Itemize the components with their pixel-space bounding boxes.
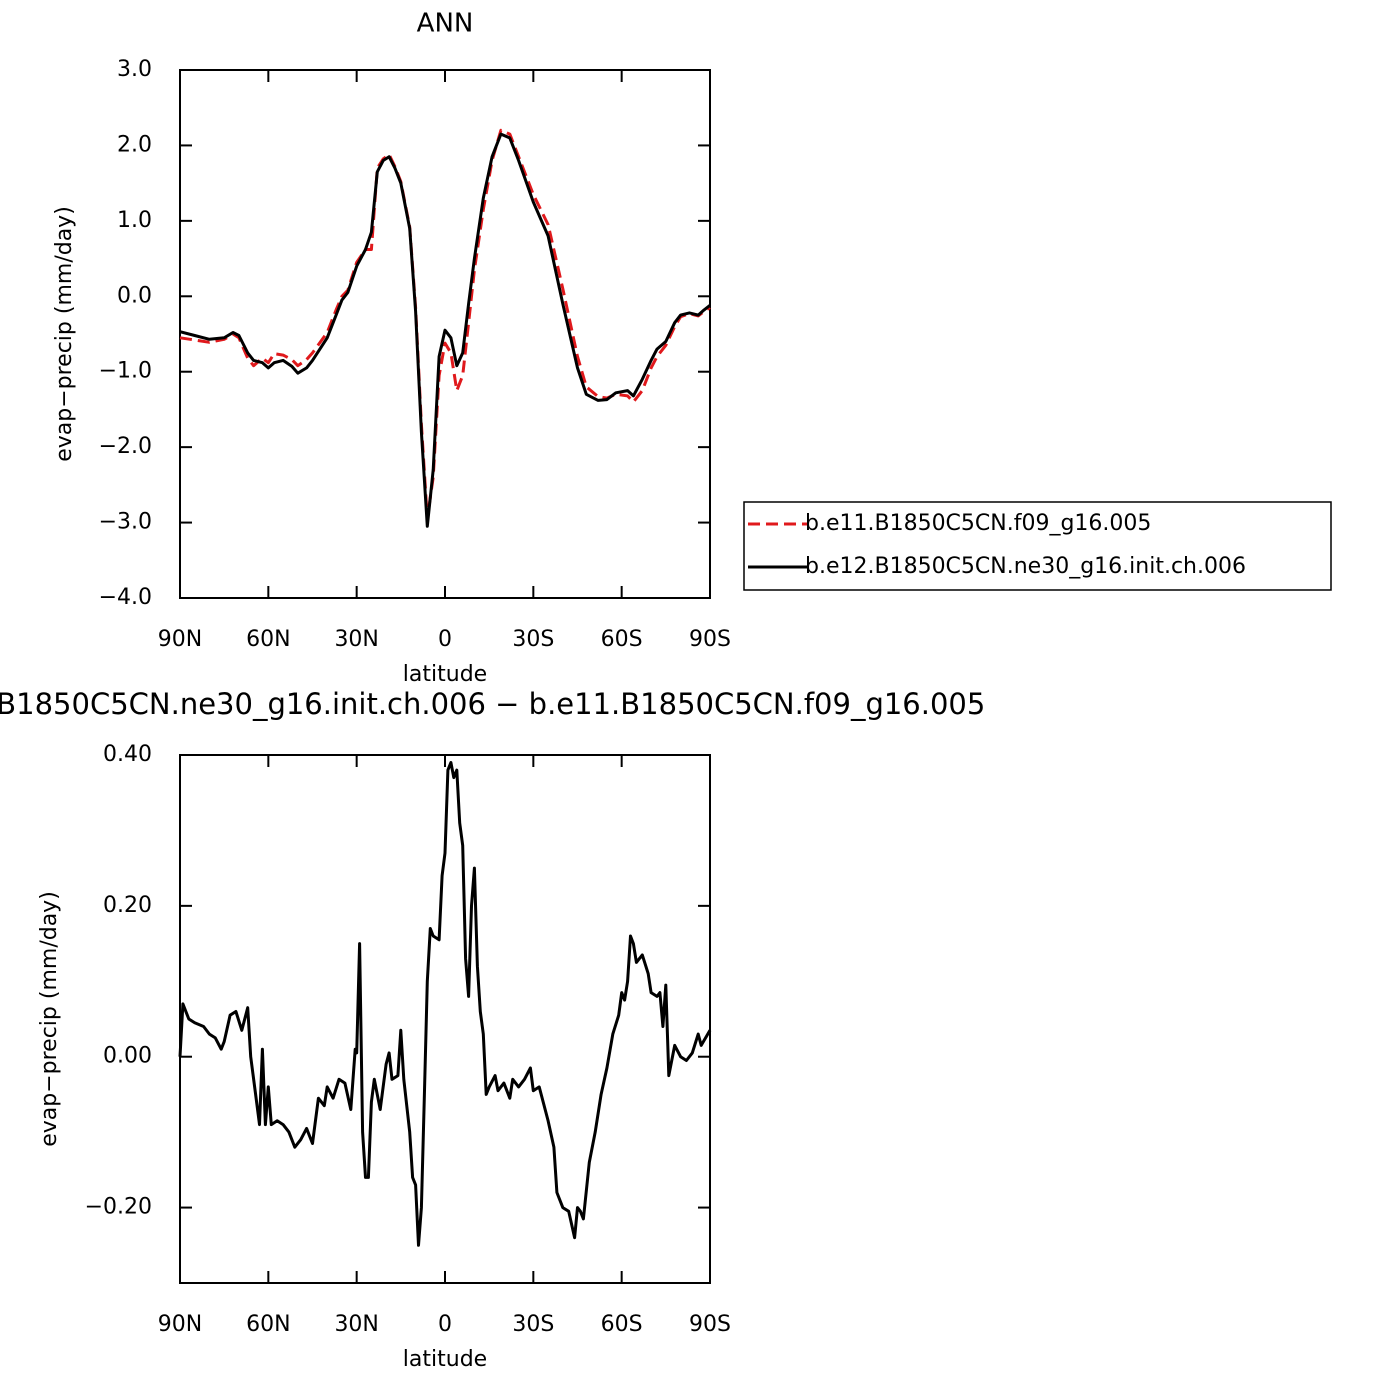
x-tick-label: 30S: [512, 627, 554, 652]
y-tick-label: 0.20: [103, 893, 152, 918]
y-tick-label: 3.0: [117, 57, 152, 82]
x-tick-label: 60S: [601, 627, 643, 652]
y-tick-label: −3.0: [99, 510, 152, 535]
x-tick-label: 30N: [334, 1312, 378, 1337]
x-tick-label: 0: [438, 627, 452, 652]
legend-box: [743, 501, 1332, 591]
x-axis-label: latitude: [403, 662, 487, 687]
legend-label: b.e12.B1850C5CN.ne30_g16.init.ch.006: [805, 554, 1246, 579]
data-line: [178, 761, 712, 1247]
y-tick-label: 2.0: [117, 132, 152, 157]
x-tick-label: 30N: [334, 627, 378, 652]
y-tick-label: 0.0: [117, 283, 152, 308]
data-line: [179, 128, 711, 521]
y-axis-label: evap−precip (mm/day): [52, 206, 77, 462]
x-tick-label: 90S: [689, 627, 731, 652]
y-axis-label: evap−precip (mm/day): [37, 891, 62, 1147]
y-tick-label: 0.40: [103, 742, 152, 767]
y-tick-label: −2.0: [99, 434, 152, 459]
y-tick-label: 1.0: [117, 208, 152, 233]
legend-label: b.e11.B1850C5CN.f09_g16.005: [805, 511, 1151, 536]
y-tick-label: −4.0: [99, 585, 152, 610]
x-tick-label: 60S: [601, 1312, 643, 1337]
x-tick-label: 90N: [158, 627, 202, 652]
x-tick-label: 90N: [158, 1312, 202, 1337]
y-tick-label: −0.20: [85, 1195, 152, 1220]
x-tick-label: 0: [438, 1312, 452, 1337]
chart-title: b.e12.B1850C5CN.ne30_g16.init.ch.006 − b…: [0, 687, 985, 721]
x-tick-label: 60N: [246, 627, 290, 652]
x-axis-label: latitude: [403, 1347, 487, 1372]
data-line: [179, 132, 711, 528]
y-tick-label: 0.00: [103, 1044, 152, 1069]
y-tick-label: −1.0: [99, 359, 152, 384]
chart-title: ANN: [417, 9, 474, 39]
x-tick-label: 60N: [246, 1312, 290, 1337]
x-tick-label: 90S: [689, 1312, 731, 1337]
x-tick-label: 30S: [512, 1312, 554, 1337]
